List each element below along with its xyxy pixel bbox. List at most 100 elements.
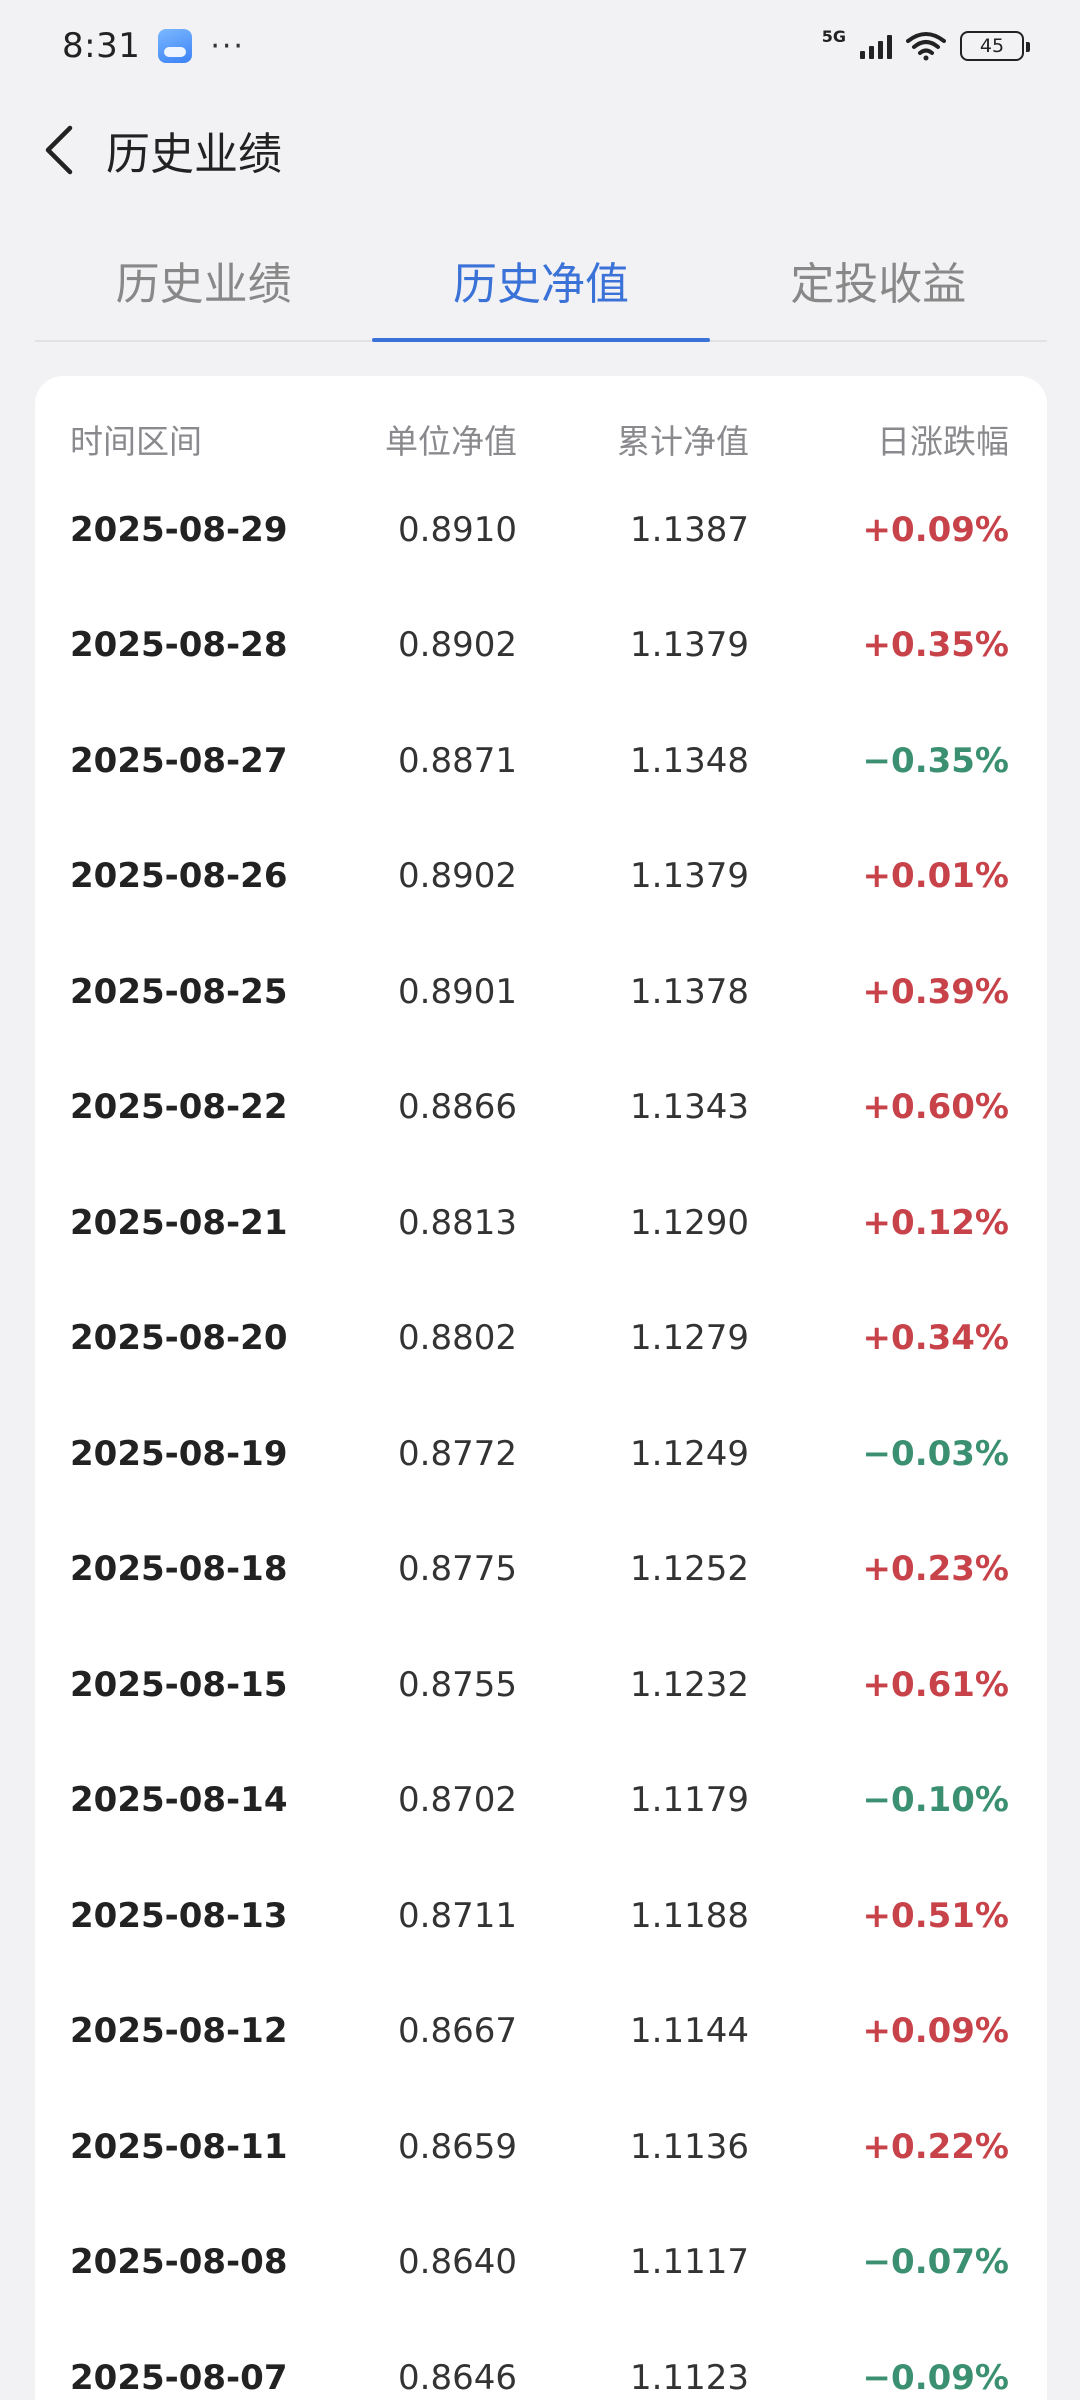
row-date: 2025-08-12 (70, 2011, 288, 2052)
row-acc-nav: 1.1188 (630, 1895, 749, 1936)
tab-auto-invest-return[interactable]: 定投收益 (790, 259, 967, 310)
row-daily-change: −0.03% (862, 1433, 1009, 1474)
tab-bar: 历史业绩 历史净值 定投收益 (35, 220, 1047, 342)
row-daily-change: −0.07% (862, 2242, 1009, 2283)
row-acc-nav: 1.1123 (630, 2357, 749, 2398)
row-daily-change: +0.23% (862, 1549, 1009, 1590)
row-daily-change: +0.34% (862, 1318, 1009, 1359)
row-date: 2025-08-15 (70, 1664, 288, 1705)
back-button[interactable] (14, 100, 104, 200)
row-unit-nav: 0.8802 (398, 1318, 517, 1359)
row-acc-nav: 1.1136 (630, 2126, 749, 2167)
table-row[interactable]: 2025-08-22 0.8866 1.1343 +0.60% (35, 1050, 1047, 1166)
page-title: 历史业绩 (106, 129, 282, 180)
weather-icon (158, 29, 193, 63)
chevron-left-icon (45, 125, 73, 175)
more-notifications-icon: ··· (210, 28, 245, 64)
table-row[interactable]: 2025-08-14 0.8702 1.1179 −0.10% (35, 1743, 1047, 1859)
tab-net-value[interactable]: 历史净值 (372, 220, 710, 342)
table-row[interactable]: 2025-08-20 0.8802 1.1279 +0.34% (35, 1281, 1047, 1397)
table-row[interactable]: 2025-08-27 0.8871 1.1348 −0.35% (35, 703, 1047, 819)
row-daily-change: +0.35% (862, 625, 1009, 666)
row-date: 2025-08-08 (70, 2242, 288, 2283)
table-row[interactable]: 2025-08-21 0.8813 1.1290 +0.12% (35, 1165, 1047, 1281)
row-acc-nav: 1.1144 (630, 2011, 749, 2052)
table-header: 时间区间 单位净值 累计净值 日涨跌幅 (35, 406, 1047, 472)
row-acc-nav: 1.1252 (630, 1549, 749, 1590)
table-row[interactable]: 2025-08-11 0.8659 1.1136 +0.22% (35, 2089, 1047, 2205)
row-date: 2025-08-21 (70, 1202, 288, 1243)
row-date: 2025-08-25 (70, 971, 288, 1012)
row-unit-nav: 0.8902 (398, 625, 517, 666)
row-unit-nav: 0.8775 (398, 1549, 517, 1590)
row-unit-nav: 0.8871 (398, 740, 517, 781)
table-row[interactable]: 2025-08-19 0.8772 1.1249 −0.03% (35, 1396, 1047, 1512)
row-daily-change: +0.39% (862, 971, 1009, 1012)
row-unit-nav: 0.8772 (398, 1433, 517, 1474)
table-row[interactable]: 2025-08-26 0.8902 1.1379 +0.01% (35, 819, 1047, 935)
row-unit-nav: 0.8659 (398, 2126, 517, 2167)
signal-icon (860, 33, 892, 59)
status-time: 8:31 (62, 26, 141, 66)
row-date: 2025-08-13 (70, 1895, 288, 1936)
table-row[interactable]: 2025-08-07 0.8646 1.1123 −0.09% (35, 2320, 1047, 2400)
table-body: 2025-08-29 0.8910 1.1387 +0.09% 2025-08-28 0.… (35, 472, 1047, 2400)
row-daily-change: +0.60% (862, 1087, 1009, 1128)
row-daily-change: +0.51% (862, 1895, 1009, 1936)
tab-performance[interactable]: 历史业绩 (115, 259, 292, 310)
row-date: 2025-08-27 (70, 740, 288, 781)
row-daily-change: −0.10% (862, 1780, 1009, 1821)
wifi-icon (906, 32, 946, 61)
row-daily-change: +0.12% (862, 1202, 1009, 1243)
row-acc-nav: 1.1232 (630, 1664, 749, 1705)
row-unit-nav: 0.8711 (398, 1895, 517, 1936)
row-date: 2025-08-20 (70, 1318, 288, 1359)
row-date: 2025-08-22 (70, 1087, 288, 1128)
row-date: 2025-08-11 (70, 2126, 288, 2167)
table-row[interactable]: 2025-08-25 0.8901 1.1378 +0.39% (35, 934, 1047, 1050)
row-daily-change: −0.09% (862, 2357, 1009, 2398)
row-date: 2025-08-26 (70, 856, 288, 897)
row-unit-nav: 0.8902 (398, 856, 517, 897)
network-type: 5G (821, 26, 846, 46)
battery-icon: 45 (960, 31, 1030, 61)
row-daily-change: +0.09% (862, 2011, 1009, 2052)
row-unit-nav: 0.8667 (398, 2011, 517, 2052)
row-acc-nav: 1.1279 (630, 1318, 749, 1359)
nav-history-card: 时间区间 单位净值 累计净值 日涨跌幅 2025-08-29 0.8910 1.13… (35, 376, 1047, 2400)
row-acc-nav: 1.1378 (630, 971, 749, 1012)
table-row[interactable]: 2025-08-28 0.8902 1.1379 +0.35% (35, 588, 1047, 704)
row-unit-nav: 0.8755 (398, 1664, 517, 1705)
row-acc-nav: 1.1387 (630, 509, 749, 550)
row-acc-nav: 1.1343 (630, 1087, 749, 1128)
row-acc-nav: 1.1117 (630, 2242, 749, 2283)
table-row[interactable]: 2025-08-08 0.8640 1.1117 −0.07% (35, 2205, 1047, 2321)
row-date: 2025-08-28 (70, 625, 288, 666)
column-header-daily-change: 日涨跌幅 (877, 422, 1009, 461)
row-daily-change: +0.09% (862, 509, 1009, 550)
table-row[interactable]: 2025-08-29 0.8910 1.1387 +0.09% (35, 472, 1047, 588)
row-date: 2025-08-18 (70, 1549, 288, 1590)
row-unit-nav: 0.8901 (398, 971, 517, 1012)
row-daily-change: −0.35% (862, 740, 1009, 781)
row-daily-change: +0.01% (862, 856, 1009, 897)
row-acc-nav: 1.1290 (630, 1202, 749, 1243)
header: 历史业绩 (0, 100, 1080, 200)
row-date: 2025-08-29 (70, 509, 288, 550)
column-header-unit-nav: 单位净值 (385, 422, 517, 461)
table-row[interactable]: 2025-08-15 0.8755 1.1232 +0.61% (35, 1627, 1047, 1743)
status-right: 5G 45 (822, 27, 1030, 61)
row-acc-nav: 1.1179 (630, 1780, 749, 1821)
row-unit-nav: 0.8702 (398, 1780, 517, 1821)
row-unit-nav: 0.8646 (398, 2357, 517, 2398)
row-unit-nav: 0.8813 (398, 1202, 517, 1243)
row-acc-nav: 1.1379 (630, 856, 749, 897)
table-row[interactable]: 2025-08-13 0.8711 1.1188 +0.51% (35, 1858, 1047, 1974)
status-bar: 8:31 ··· 5G 45 (0, 0, 1080, 92)
row-date: 2025-08-14 (70, 1780, 288, 1821)
row-daily-change: +0.22% (862, 2126, 1009, 2167)
row-acc-nav: 1.1348 (630, 740, 749, 781)
row-date: 2025-08-19 (70, 1433, 288, 1474)
table-row[interactable]: 2025-08-12 0.8667 1.1144 +0.09% (35, 1974, 1047, 2090)
table-row[interactable]: 2025-08-18 0.8775 1.1252 +0.23% (35, 1512, 1047, 1628)
